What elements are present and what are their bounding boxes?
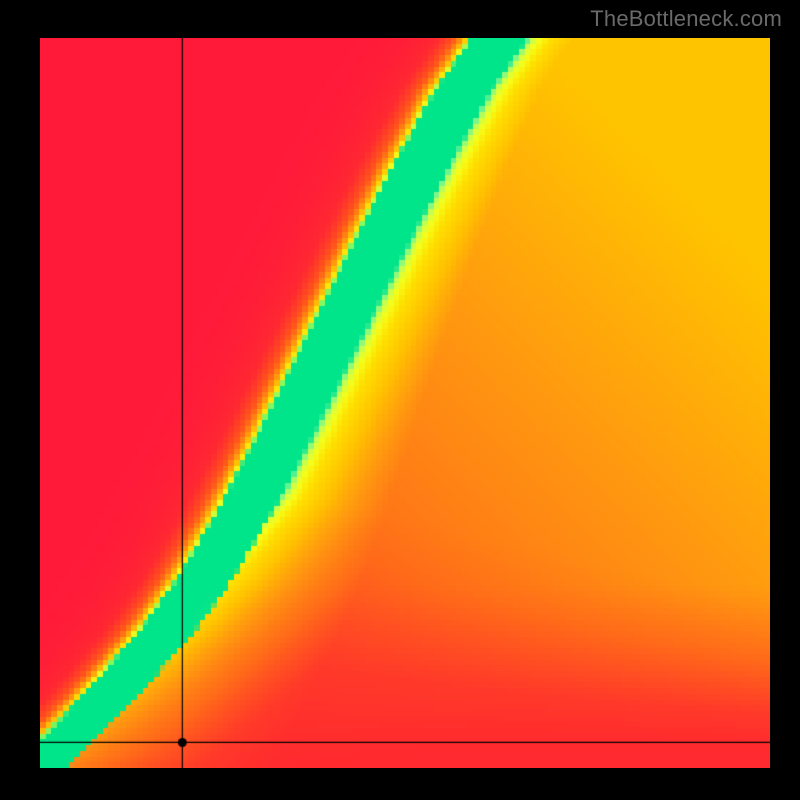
watermark-text: TheBottleneck.com (590, 6, 782, 32)
heatmap-plot (40, 38, 770, 768)
heatmap-canvas (40, 38, 770, 768)
chart-container: TheBottleneck.com (0, 0, 800, 800)
